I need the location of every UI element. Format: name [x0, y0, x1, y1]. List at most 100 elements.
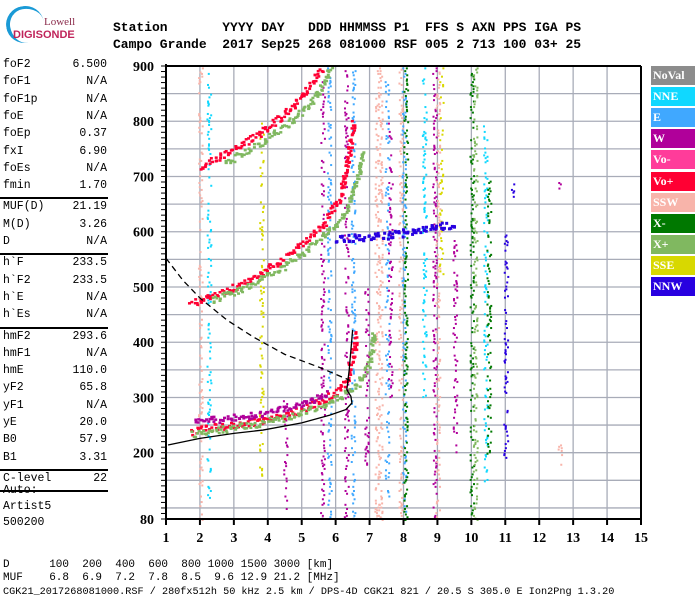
param-value: N/A — [86, 161, 107, 175]
echo-point — [281, 124, 285, 128]
echo-point — [239, 415, 243, 419]
dashed-model-line — [165, 257, 351, 381]
echo-point — [377, 311, 380, 314]
echo-point — [504, 375, 507, 378]
echo-point — [558, 445, 561, 448]
echo-point — [236, 285, 240, 288]
echo-point — [351, 492, 354, 495]
echo-point — [404, 191, 407, 194]
echo-point — [320, 238, 324, 242]
echo-point — [437, 298, 440, 301]
echo-point — [404, 182, 407, 185]
echo-point — [381, 176, 384, 179]
echo-point — [433, 146, 436, 149]
echo-point — [293, 105, 297, 108]
echo-point — [406, 451, 409, 454]
echo-point — [469, 155, 472, 158]
param-hf: h`F 233.5 — [3, 256, 107, 273]
echo-point — [438, 264, 441, 267]
echo-point — [483, 206, 486, 209]
echo-point — [452, 386, 455, 389]
echo-point — [386, 358, 389, 361]
echo-point — [380, 506, 383, 509]
echo-point — [403, 246, 406, 249]
echo-point — [327, 253, 330, 256]
echo-point — [476, 128, 479, 131]
echo-point — [369, 342, 373, 346]
echo-point — [381, 512, 384, 515]
echo-point — [307, 408, 311, 412]
echo-point — [434, 255, 437, 258]
echo-point — [200, 418, 204, 422]
echo-point — [434, 224, 438, 228]
echo-point — [371, 332, 375, 335]
echo-point — [432, 162, 435, 165]
echo-point — [484, 284, 487, 287]
echo-point — [438, 231, 441, 234]
echo-point — [199, 327, 202, 330]
echo-point — [377, 506, 380, 509]
echo-point — [434, 342, 437, 345]
echo-point — [397, 231, 401, 235]
echo-point — [327, 212, 331, 216]
echo-point — [329, 124, 332, 127]
echo-point — [259, 347, 262, 350]
echo-point — [405, 108, 408, 111]
echo-point — [475, 498, 478, 501]
legend-item-nne: NNE — [651, 87, 695, 107]
echo-point — [209, 467, 212, 470]
echo-point — [244, 138, 248, 141]
param-label: foEp — [3, 127, 31, 141]
echo-point — [405, 135, 408, 138]
param-label: fmin — [3, 179, 31, 193]
echo-point — [320, 349, 323, 352]
echo-point — [434, 481, 437, 484]
echo-point — [259, 227, 262, 230]
echo-point — [327, 129, 330, 132]
echo-point — [385, 460, 388, 463]
echo-point — [353, 355, 357, 359]
echo-point — [405, 440, 408, 443]
echo-point — [442, 273, 445, 276]
echo-point — [400, 514, 403, 517]
echo-point — [470, 375, 473, 378]
echo-point — [327, 351, 330, 354]
echo-point — [422, 309, 425, 312]
echo-point — [377, 86, 380, 89]
echo-point — [199, 266, 202, 269]
echo-point — [432, 183, 435, 186]
echo-point — [436, 284, 439, 287]
echo-point — [388, 89, 391, 92]
echo-point — [439, 246, 442, 249]
echo-point — [384, 306, 387, 309]
echo-point — [470, 505, 473, 508]
echo-point — [486, 231, 489, 234]
echo-point — [323, 502, 326, 505]
echo-point — [405, 416, 408, 419]
echo-point — [360, 153, 364, 157]
echo-point — [473, 373, 476, 376]
echo-point — [440, 148, 443, 151]
echo-point — [438, 72, 441, 75]
echo-point — [199, 175, 202, 178]
echo-point — [379, 93, 382, 96]
echo-point — [475, 68, 478, 71]
echo-point — [289, 417, 293, 421]
echo-point — [260, 371, 263, 374]
echo-point — [368, 416, 371, 419]
echo-point — [351, 188, 355, 191]
echo-point — [333, 395, 337, 399]
param-value: N/A — [86, 398, 107, 412]
echo-point — [344, 267, 347, 270]
echo-point — [404, 513, 407, 516]
echo-point — [486, 444, 489, 447]
echo-point — [295, 99, 299, 102]
echo-point — [439, 110, 442, 113]
echo-point — [422, 310, 425, 313]
echo-point — [327, 277, 330, 280]
echo-point — [312, 82, 316, 85]
echo-point — [200, 159, 203, 162]
echo-point — [208, 487, 211, 490]
echo-point — [471, 438, 474, 441]
echo-point — [432, 349, 435, 352]
